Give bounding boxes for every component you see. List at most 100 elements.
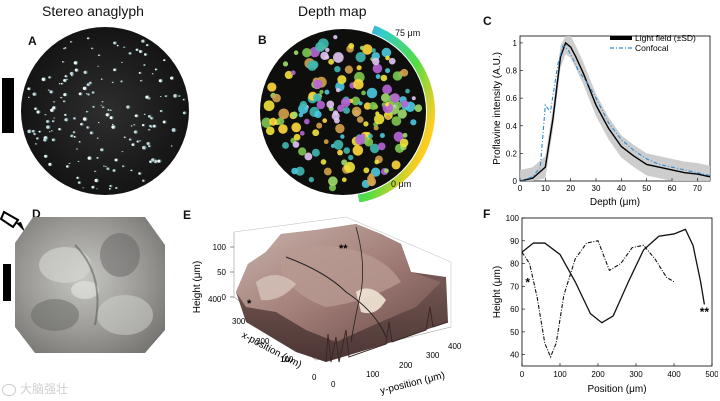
anaglyph-dot: [160, 96, 162, 98]
panel-e-ztick: 100: [213, 243, 227, 252]
panel-c-ylabel: Proflavine intensity (A.U.): [492, 52, 503, 165]
anaglyph-dot: [64, 113, 67, 116]
depth-dot: [320, 159, 327, 165]
anaglyph-dot: [52, 106, 56, 110]
panel-c-xtick-label: 50: [642, 184, 651, 193]
depth-dot: [399, 138, 409, 148]
anaglyph-dot: [91, 185, 94, 189]
anaglyph-dot: [109, 184, 112, 188]
depth-dot: [411, 96, 416, 101]
panel-c-xtick-label: 30: [592, 184, 601, 193]
depth-dot: [278, 124, 288, 134]
anaglyph-dot: [27, 87, 30, 91]
depth-dot: [304, 118, 310, 125]
panel-c-chart: 0 10 20 30 40 50 60 70 0 0.2 0.4 0.6 0.8 1 Depth (μm) P…: [492, 33, 711, 208]
depth-dot: [375, 74, 381, 79]
anaglyph-dot: [86, 37, 89, 40]
anaglyph-dot: [60, 96, 62, 99]
panel-a-anaglyph-image: [21, 27, 189, 195]
depth-dot: [372, 57, 380, 66]
depth-dot: [276, 117, 285, 126]
depth-dot: [369, 101, 378, 110]
anaglyph-dot: [50, 108, 54, 112]
profile-solid-line: [521, 228, 706, 324]
depth-dot: [341, 159, 348, 166]
anaglyph-dot: [158, 79, 162, 83]
anaglyph-dot: [66, 78, 68, 80]
panel-c-ytick-label: 0.8: [506, 67, 518, 76]
depth-dot: [311, 148, 320, 157]
anaglyph-dot: [83, 187, 85, 189]
depth-dot: [337, 104, 345, 112]
depth-dot: [291, 122, 302, 133]
depth-dot: [384, 168, 389, 174]
depth-dot: [391, 160, 401, 170]
anaglyph-dot: [76, 176, 79, 179]
depth-dot: [335, 123, 345, 134]
anaglyph-dot: [51, 120, 54, 123]
depth-dot: [304, 152, 313, 161]
panel-f-ytick-label: 50: [510, 328, 519, 337]
anaglyph-dot: [133, 130, 137, 134]
anaglyph-dot: [145, 95, 149, 99]
depth-dot: [261, 117, 272, 128]
depth-dot: [388, 57, 396, 65]
depth-dot: [348, 43, 355, 49]
depth-dot: [337, 75, 347, 85]
depth-dot: [380, 74, 388, 82]
depth-dot: [316, 122, 323, 129]
anaglyph-dot: [142, 179, 145, 182]
anaglyph-dot: [48, 131, 50, 133]
anaglyph-dot: [51, 138, 55, 142]
depth-dot: [308, 176, 315, 183]
anaglyph-dot: [85, 93, 88, 95]
depth-dot: [414, 104, 423, 112]
anaglyph-dot: [43, 138, 47, 142]
anaglyph-dot: [44, 154, 47, 158]
panel-b-depth-map-image: [251, 22, 435, 202]
panel-a-label: A: [28, 34, 37, 48]
depth-dot: [369, 143, 380, 154]
anaglyph-dot: [149, 125, 151, 127]
depth-dot: [290, 70, 296, 76]
depth-dot: [351, 106, 362, 117]
anaglyph-dot: [145, 44, 148, 47]
panel-a-scale-bar: [2, 78, 14, 133]
anaglyph-dot: [141, 124, 145, 127]
anaglyph-dot: [36, 110, 40, 114]
panel-c-ytick-label: 1: [513, 39, 518, 48]
depth-dot: [370, 167, 381, 177]
depth-dot: [312, 129, 320, 137]
depth-dot: [385, 55, 390, 61]
depth-dot: [299, 100, 308, 109]
anaglyph-dot: [49, 90, 53, 94]
depth-dot: [405, 88, 410, 94]
panel-b-scale-bottom: 0 μm: [391, 179, 412, 189]
anaglyph-dot: [34, 107, 37, 111]
panel-f-label: F: [483, 207, 491, 221]
anaglyph-dot: [138, 71, 141, 74]
anaglyph-dot: [182, 111, 186, 115]
panel-e-ytick: 300: [426, 351, 440, 360]
depth-dot: [263, 100, 275, 112]
panel-c-ytick-label: 0.2: [506, 149, 518, 158]
anaglyph-dot: [85, 110, 88, 113]
anaglyph-dot: [82, 117, 87, 121]
anaglyph-dot: [58, 128, 61, 131]
panel-e-ztick: 50: [217, 268, 226, 277]
anaglyph-dot: [134, 114, 138, 118]
anaglyph-dot: [78, 92, 82, 96]
anaglyph-dot: [64, 118, 68, 122]
panel-d-scale-bar: [3, 264, 11, 301]
depth-dot: [314, 95, 322, 102]
anaglyph-dot: [123, 136, 126, 139]
panel-c-ytick-label: 0: [513, 177, 518, 186]
anaglyph-dot: [109, 116, 113, 120]
anaglyph-dot: [63, 47, 65, 50]
depth-dot: [278, 108, 290, 120]
panel-e-ylabel: y-position (μm): [379, 370, 446, 397]
anaglyph-dot: [34, 143, 37, 145]
anaglyph-dot: [136, 140, 139, 143]
anaglyph-dot: [63, 78, 66, 82]
anaglyph-dot: [160, 95, 162, 98]
